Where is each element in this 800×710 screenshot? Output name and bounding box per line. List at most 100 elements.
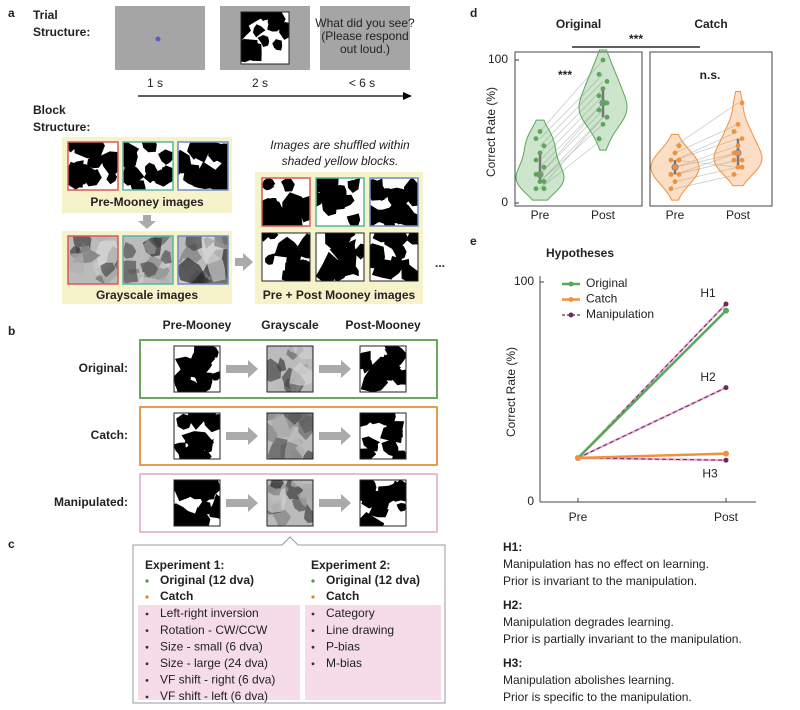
image-blob [360, 512, 385, 526]
manipulation: Size - small (6 dva) [160, 639, 263, 653]
data-point [537, 150, 543, 156]
manipulation: Left-right inversion [160, 606, 259, 620]
shade [305, 605, 441, 700]
data-point [604, 114, 610, 120]
ellipsis: ... [435, 256, 445, 270]
duration-label: 1 s [147, 76, 163, 90]
image-blob [174, 369, 192, 392]
image-blob [403, 178, 418, 207]
image-blob [272, 39, 283, 51]
image-blob [262, 203, 273, 226]
condition: Original (12 dva) [160, 573, 254, 587]
image-frame [173, 479, 221, 527]
image-blob [192, 161, 226, 190]
mooney-image [174, 480, 220, 526]
image-blob [304, 504, 313, 523]
x-tick-label: Post [714, 510, 739, 524]
image-blob [123, 162, 145, 186]
data-point [735, 143, 741, 149]
grayscale-image [123, 236, 173, 284]
significance: *** [558, 68, 572, 82]
data-point [533, 172, 539, 177]
image-blob [270, 413, 296, 438]
image-blob [324, 178, 338, 190]
column-header: Post-Mooney [345, 318, 421, 332]
group-title: Original [556, 17, 601, 31]
hypothesis-label: H3 [702, 466, 718, 480]
mooney-image [316, 233, 364, 281]
subject-line [539, 138, 604, 190]
row-label: Catch: [91, 428, 128, 442]
bullet [145, 662, 149, 666]
image-blob [270, 480, 284, 489]
hypothesis-heading: H1: [503, 540, 522, 554]
image-blob [378, 413, 391, 426]
data-point [533, 186, 539, 192]
subject-line [539, 88, 604, 154]
screen-text: (Please respond [321, 29, 408, 43]
image-blob [257, 35, 270, 47]
image-frame [359, 345, 407, 393]
image-blob [123, 268, 135, 284]
image-blob [141, 142, 157, 153]
screen [320, 6, 410, 70]
image-blob [384, 346, 396, 355]
grayscale-image [178, 236, 228, 284]
x-tick-label: Post [726, 208, 751, 222]
arrow [319, 427, 351, 445]
image-frame [315, 177, 365, 227]
hypothesis-description: Prior is invariant to the manipulation. [503, 574, 697, 588]
image-blob [267, 488, 286, 513]
image-blob [262, 233, 275, 242]
image-frame [173, 412, 221, 460]
image-blob [74, 142, 105, 159]
image-blob [174, 442, 186, 455]
image-blob [316, 178, 329, 195]
screen-text: What did you see? [315, 16, 415, 30]
duration-label: < 6 s [349, 76, 375, 90]
chart-title: Hypotheses [546, 246, 614, 260]
image-blob [185, 236, 203, 252]
legend-dot [568, 281, 574, 287]
subject-line [674, 166, 739, 182]
hypothesis-heading: H2: [503, 598, 522, 612]
image-blob [285, 261, 310, 281]
section-title: Structure: [33, 25, 90, 39]
image-blob [385, 256, 403, 279]
bullet [145, 679, 149, 682]
data-point [596, 71, 602, 77]
image-blob [290, 480, 304, 488]
subject-line [674, 102, 739, 147]
data-point [533, 136, 539, 142]
image-blob [265, 253, 276, 265]
image-blob [195, 372, 213, 392]
note: Images are shuffled within [270, 138, 410, 152]
image-blob [176, 413, 192, 430]
image-blob [361, 487, 378, 509]
data-point [533, 157, 539, 163]
image-blob [335, 233, 356, 245]
data-point [739, 157, 745, 163]
duration-label: 2 s [252, 76, 268, 90]
group-title: Catch [694, 17, 727, 31]
arrow [226, 360, 258, 378]
hypothesis-description: Prior is specific to the manipulation. [503, 690, 692, 704]
bullet [311, 645, 315, 649]
subject-line [674, 152, 739, 168]
condition: Catch [326, 589, 359, 603]
image-blob [395, 210, 404, 225]
series-point [723, 307, 729, 314]
data-point [596, 93, 602, 99]
image-frame [359, 412, 407, 460]
mooney-image [262, 233, 310, 281]
image-blob [316, 251, 346, 281]
image-frame [177, 141, 229, 191]
hypothesis-description: Manipulation has no effect on learning. [503, 557, 709, 571]
data-point [604, 79, 610, 84]
image-blob [291, 413, 313, 434]
legend-dot [568, 297, 574, 302]
data-point [735, 121, 741, 127]
image-frame [369, 177, 419, 227]
data-point [735, 150, 741, 156]
